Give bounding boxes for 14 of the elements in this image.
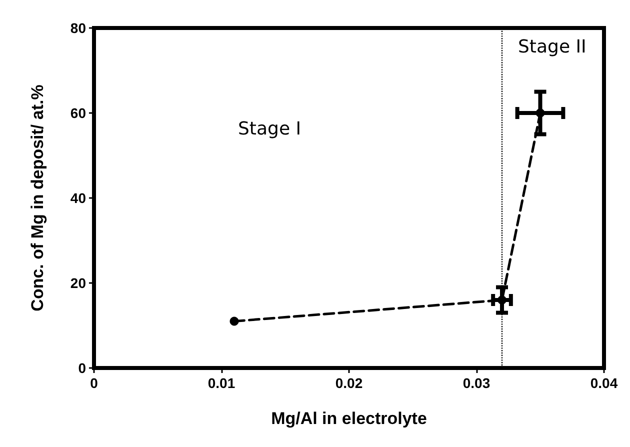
y-tick-label: 0 bbox=[78, 360, 86, 376]
x-axis-title: Mg/Al in electrolyte bbox=[271, 409, 427, 428]
annotation: Stage II bbox=[518, 36, 586, 58]
y-tick-label: 40 bbox=[70, 190, 86, 206]
x-tick-label: 0.02 bbox=[335, 375, 363, 391]
x-tick-label: 0.03 bbox=[462, 375, 490, 391]
x-tick-label: 0.01 bbox=[208, 375, 236, 391]
annotation: Stage I bbox=[238, 118, 302, 140]
y-axis-title: Conc. of Mg in deposit/ at.% bbox=[28, 84, 47, 312]
x-tick-label: 0.04 bbox=[590, 375, 618, 391]
y-tick-label: 80 bbox=[70, 20, 86, 36]
y-tick-label: 20 bbox=[70, 275, 86, 291]
y-tick-label: 60 bbox=[70, 105, 86, 121]
x-tick-label: 0 bbox=[90, 375, 98, 391]
